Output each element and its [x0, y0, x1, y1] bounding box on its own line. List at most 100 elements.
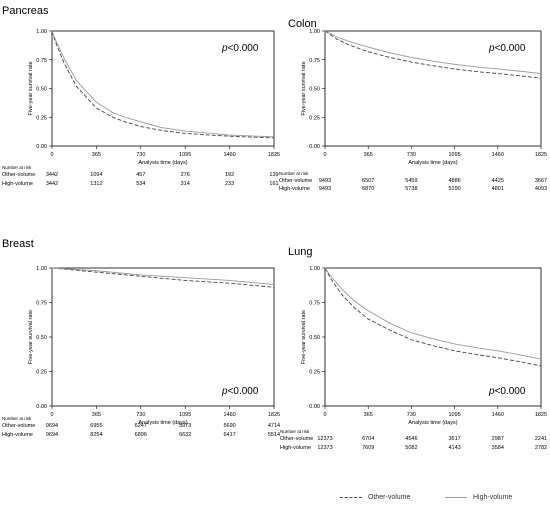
risk-row-label: Other-volume: [280, 436, 313, 442]
y-tick-label: 0.25: [36, 370, 47, 376]
panel-title: Breast: [2, 238, 34, 250]
x-tick-label: 365: [364, 412, 373, 418]
risk-count: 5190: [448, 186, 460, 192]
risk-count: 6632: [179, 432, 191, 438]
risk-count: 6870: [362, 186, 374, 192]
x-tick-label: 1825: [535, 152, 547, 158]
risk-count: 9694: [46, 432, 58, 438]
x-axis-label: Analysis time (days): [408, 420, 457, 426]
risk-count: 8254: [90, 432, 102, 438]
y-tick-label: 1.00: [309, 29, 320, 35]
panel-title: Pancreas: [2, 5, 49, 17]
risk-count: 2241: [535, 436, 547, 442]
series-line-high-volume: [324, 267, 542, 360]
risk-row-label: High-volume: [2, 181, 33, 187]
km-panel-pancreas: Pancreas 0.00 0.25 0.50 0.75 1.00 0 365 730 1095 1…: [2, 5, 280, 187]
series-line-high-volume: [51, 30, 275, 138]
risk-row-label: High-volume: [279, 186, 310, 192]
risk-count: 2782: [535, 445, 547, 451]
y-axis-label: Five-year survival rate: [28, 310, 34, 364]
risk-count: 5082: [405, 445, 417, 451]
risk-count: 4143: [448, 445, 460, 451]
risk-table-header: Number at risk: [2, 416, 32, 421]
risk-count: 3442: [46, 172, 58, 178]
risk-count: 5738: [405, 186, 417, 192]
y-tick-label: 0.75: [36, 58, 47, 64]
risk-count: 4801: [492, 186, 504, 192]
risk-row-label: High-volume: [2, 432, 33, 438]
risk-count: 1312: [90, 181, 102, 187]
y-tick-label: 0.50: [36, 335, 47, 341]
risk-row-label: Other-volume: [2, 423, 35, 429]
legend-swatch-solid: [445, 496, 467, 498]
risk-count: 6704: [362, 436, 374, 442]
risk-count: 192: [225, 172, 234, 178]
y-axis-label: Five-year survival rate: [301, 310, 307, 364]
series-line-other-volume: [51, 30, 275, 139]
y-tick-label: 0.75: [309, 58, 320, 64]
y-tick-label: 0.00: [36, 404, 47, 410]
y-tick-label: 0.00: [309, 404, 320, 410]
risk-count: 6247: [135, 423, 147, 429]
y-tick-label: 0.50: [309, 87, 320, 93]
y-tick-label: 1.00: [36, 29, 47, 35]
y-axis-label: Five-year survival rate: [28, 61, 34, 115]
km-panel-colon: Colon 0.00 0.25 0.50 0.75 1.00 0 365 730 1095 1460…: [279, 18, 547, 192]
y-tick-label: 0.25: [309, 115, 320, 121]
x-tick-label: 1095: [448, 412, 460, 418]
x-tick-label: 1460: [492, 152, 504, 158]
risk-count: 4425: [492, 178, 504, 184]
x-tick-label: 1825: [535, 412, 547, 418]
p-value-annotation: p<0.000: [221, 43, 259, 54]
risk-count: 161: [269, 181, 278, 187]
risk-row-label: High-volume: [280, 445, 311, 451]
series-line-other-volume: [324, 30, 542, 79]
risk-count: 139: [269, 172, 278, 178]
x-axis-label: Analysis time (days): [138, 420, 187, 426]
risk-count: 7609: [362, 445, 374, 451]
series-line-high-volume: [51, 267, 275, 286]
risk-count: 9694: [46, 423, 58, 429]
risk-count: 4093: [535, 186, 547, 192]
x-tick-label: 730: [136, 412, 145, 418]
risk-count: 4886: [448, 178, 460, 184]
y-tick-label: 1.00: [36, 266, 47, 272]
risk-count: 5973: [179, 423, 191, 429]
risk-count: 12373: [317, 445, 332, 451]
y-tick-label: 0.25: [36, 115, 47, 121]
x-tick-label: 0: [50, 152, 53, 158]
risk-count: 3584: [492, 445, 504, 451]
legend: Other-volume High-volume: [340, 490, 550, 504]
x-tick-label: 1095: [179, 412, 191, 418]
km-panel-breast: Breast 0.00 0.25 0.50 0.75 1.00 0 365 730 1095 146…: [2, 238, 280, 438]
risk-row-label: Other-volume: [2, 172, 35, 178]
risk-count: 3667: [535, 178, 547, 184]
y-tick-label: 1.00: [309, 266, 320, 272]
risk-count: 9493: [319, 186, 331, 192]
x-tick-label: 0: [50, 412, 53, 418]
risk-count: 233: [225, 181, 234, 187]
risk-count: 5459: [405, 178, 417, 184]
km-panel-lung: Lung 0.00 0.25 0.50 0.75 1.00 0 365 730 1095 1460 1…: [280, 246, 547, 451]
risk-count: 534: [136, 181, 145, 187]
y-tick-label: 0.50: [309, 335, 320, 341]
risk-table-header: Number at risk: [279, 171, 309, 176]
risk-count: 1094: [90, 172, 102, 178]
risk-count: 276: [181, 172, 190, 178]
risk-count: 314: [181, 181, 190, 187]
x-tick-label: 365: [92, 152, 101, 158]
risk-count: 6955: [90, 423, 102, 429]
x-tick-label: 1825: [268, 412, 280, 418]
risk-count: 6896: [135, 432, 147, 438]
x-axis-label: Analysis time (days): [408, 160, 457, 166]
p-value-annotation: p<0.000: [221, 386, 259, 397]
risk-count: 4714: [268, 423, 280, 429]
x-tick-label: 0: [323, 152, 326, 158]
risk-count: 3442: [46, 181, 58, 187]
x-tick-label: 730: [136, 152, 145, 158]
risk-count: 6417: [223, 432, 235, 438]
x-tick-label: 1460: [492, 412, 504, 418]
legend-item-other-volume: Other-volume: [340, 490, 410, 504]
y-tick-label: 0.50: [36, 87, 47, 93]
